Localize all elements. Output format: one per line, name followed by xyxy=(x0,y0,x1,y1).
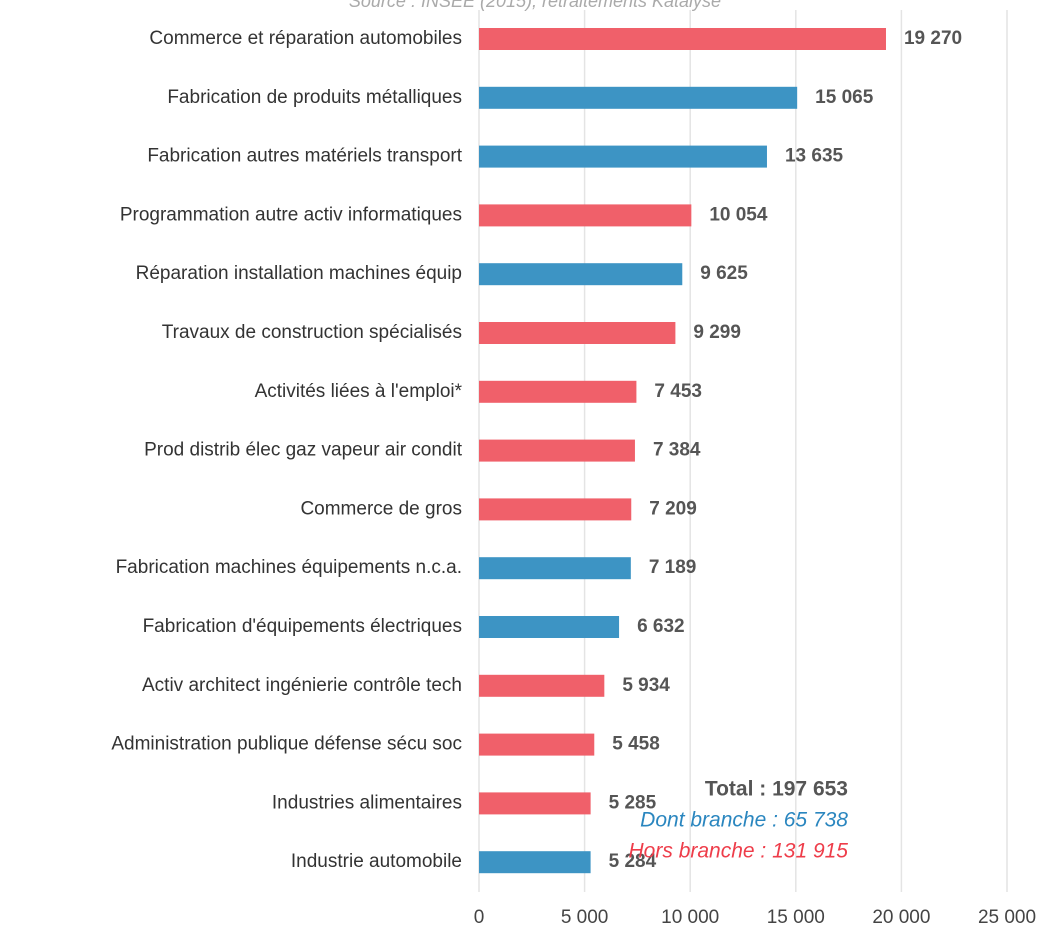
annotation: Dont branche : 65 738 xyxy=(640,809,848,832)
y-tick-label: Fabrication de produits métalliques xyxy=(167,87,462,108)
y-tick-label: Commerce et réparation automobiles xyxy=(149,28,462,49)
bar xyxy=(479,204,692,227)
bar xyxy=(479,792,591,815)
value-label: 5 285 xyxy=(609,792,657,813)
y-tick-label: Prod distrib élec gaz vapeur air condit xyxy=(144,440,463,461)
value-label: 5 458 xyxy=(612,734,660,755)
bar xyxy=(479,28,886,50)
y-tick-label: Administration publique défense sécu soc xyxy=(111,734,462,755)
x-tick-label: 0 xyxy=(474,907,485,928)
bar xyxy=(479,557,631,580)
value-label: 9 299 xyxy=(693,322,741,343)
x-tick-label: 25 000 xyxy=(978,907,1036,928)
y-tick-label: Industrie automobile xyxy=(291,851,462,872)
y-tick-label: Fabrication d'équipements électriques xyxy=(143,616,462,637)
value-label: 6 632 xyxy=(637,616,685,637)
bar xyxy=(479,851,591,874)
value-label: 10 054 xyxy=(709,204,768,225)
bar xyxy=(479,616,620,638)
y-tick-label: Commerce de gros xyxy=(300,498,462,519)
annotation: Total : 197 653 xyxy=(705,778,848,801)
value-label: 7 189 xyxy=(649,557,697,578)
bar xyxy=(479,498,632,521)
value-label: 5 284 xyxy=(609,851,657,872)
value-label: 7 209 xyxy=(649,498,697,519)
value-label: 13 635 xyxy=(785,146,844,167)
x-tick-label: 20 000 xyxy=(872,907,930,928)
bar xyxy=(479,145,767,168)
bar xyxy=(479,86,798,109)
y-tick-label: Activités liées à l'emploi* xyxy=(255,381,463,402)
y-tick-label: Fabrication autres matériels transport xyxy=(147,146,462,167)
value-label: 9 625 xyxy=(700,263,748,284)
bar xyxy=(479,322,676,344)
bar xyxy=(479,733,595,756)
y-tick-label: Travaux de construction spécialisés xyxy=(162,322,462,343)
y-tick-label: Programmation autre activ informatiques xyxy=(120,204,462,225)
chart-subtitle: Source : INSEE (2015), retraitements Kat… xyxy=(349,0,721,11)
x-tick-label: 15 000 xyxy=(767,907,825,928)
y-tick-label: Fabrication machines équipements n.c.a. xyxy=(116,557,462,578)
annotation: Hors branche : 131 915 xyxy=(629,840,849,863)
bar xyxy=(479,263,683,286)
x-tick-label: 10 000 xyxy=(661,907,719,928)
bar xyxy=(479,439,635,462)
bar xyxy=(479,674,605,697)
value-label: 15 065 xyxy=(815,87,874,108)
value-label: 5 934 xyxy=(622,675,670,696)
value-label: 19 270 xyxy=(904,28,962,49)
y-tick-label: Réparation installation machines équip xyxy=(136,263,462,284)
value-label: 7 384 xyxy=(653,440,701,461)
y-tick-label: Industries alimentaires xyxy=(272,792,462,813)
value-label: 7 453 xyxy=(654,381,702,402)
y-tick-label: Activ architect ingénierie contrôle tech xyxy=(142,675,462,696)
bar xyxy=(479,380,637,403)
x-tick-label: 5 000 xyxy=(561,907,609,928)
